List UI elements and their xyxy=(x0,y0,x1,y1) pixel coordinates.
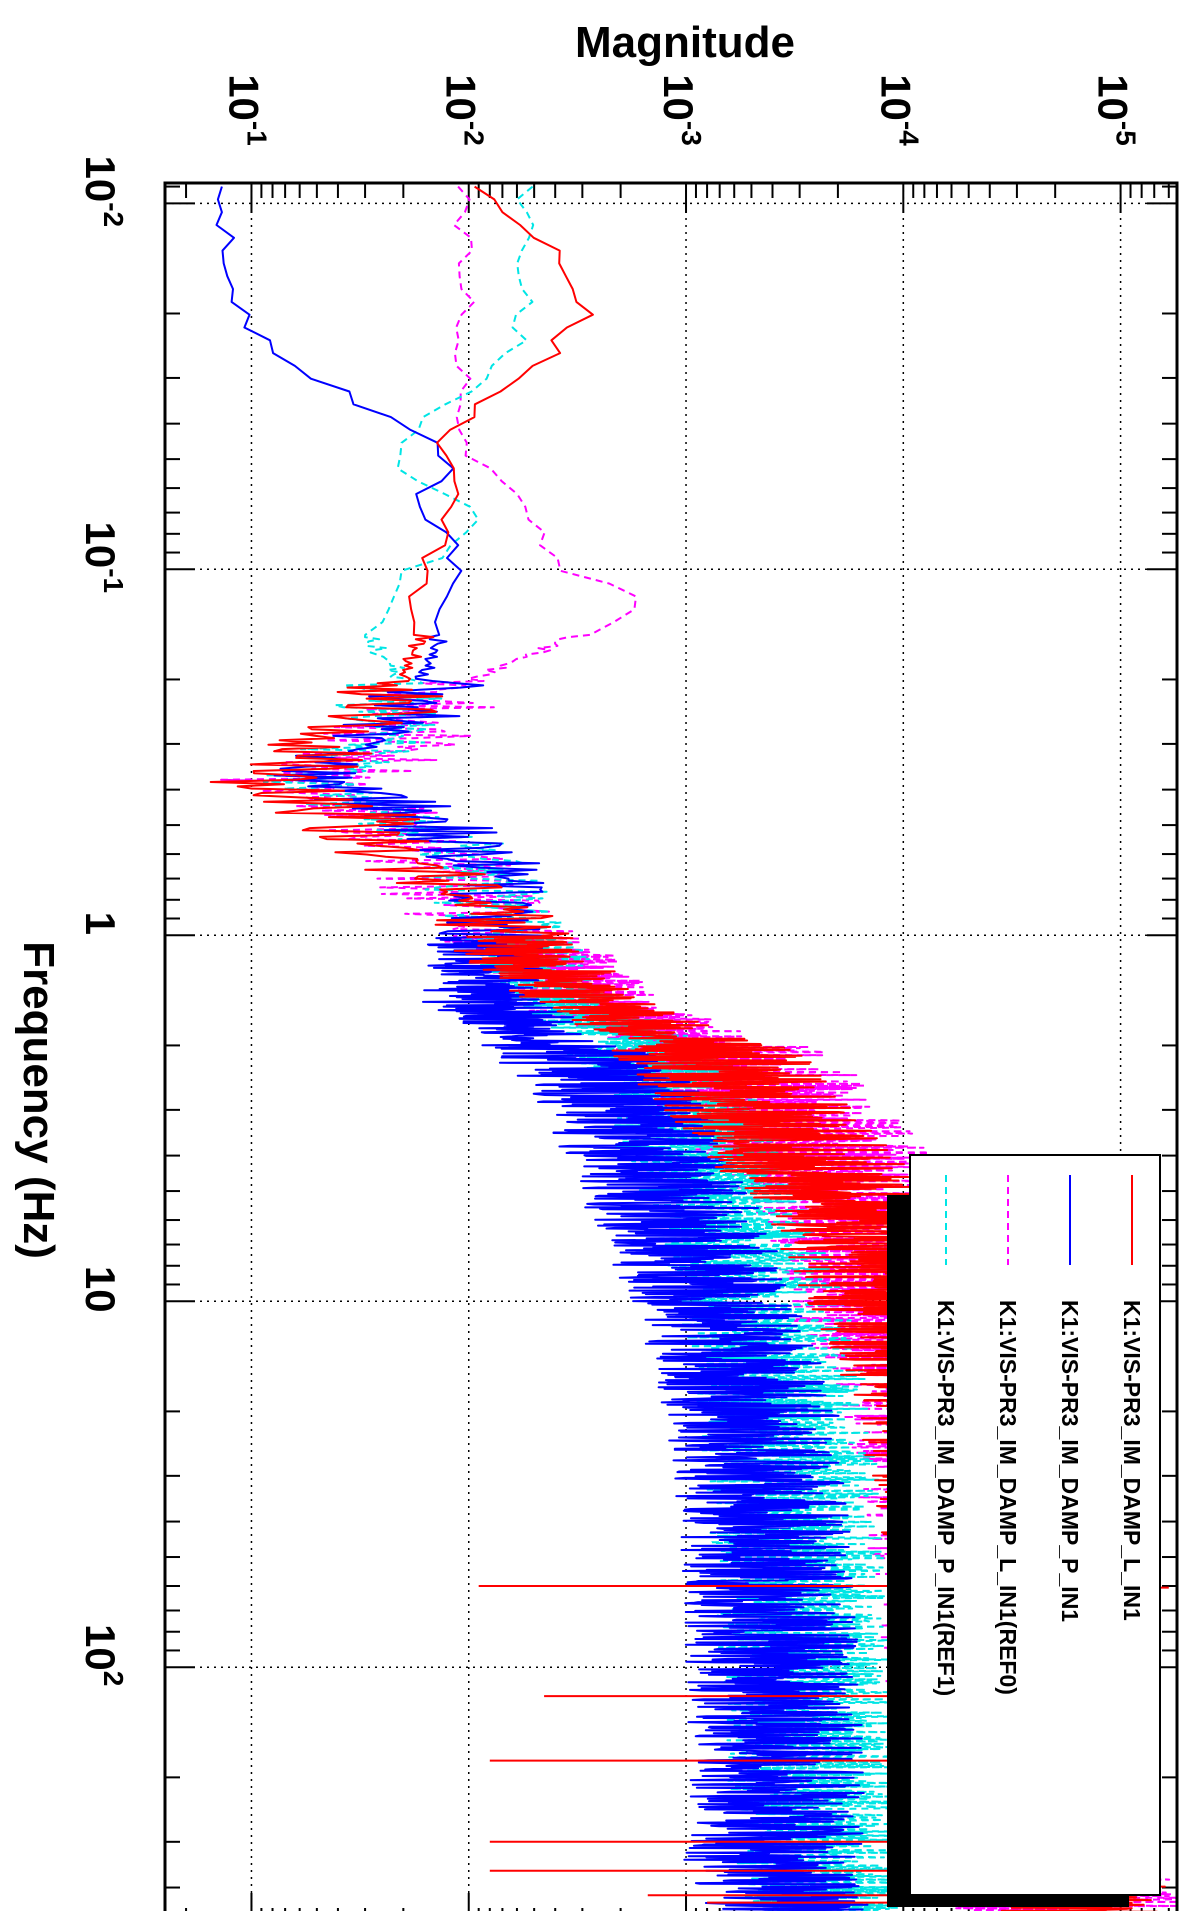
svg-text:10: 10 xyxy=(77,1266,124,1313)
y-tick-label-3: 10-2 xyxy=(438,74,490,146)
y-tick-label-1: 10-4 xyxy=(872,74,924,146)
x-tick-label-0: 10-2 xyxy=(77,156,129,228)
legend-label-0: K1:VIS-PR3_IM_DAMP_L_IN1 xyxy=(1119,1300,1145,1621)
y-tick-label-4: 10-1 xyxy=(220,74,272,146)
y-tick-labels: 10-5 10-4 10-3 10-2 10-1 xyxy=(220,74,1141,146)
legend-label-2: K1:VIS-PR3_IM_DAMP_L_IN1(REF0) xyxy=(995,1300,1021,1695)
series-line-1 xyxy=(215,186,869,1911)
plot-frame xyxy=(163,181,1179,1911)
x-tick-label-4: 102 xyxy=(77,1624,129,1686)
svg-text:10-4: 10-4 xyxy=(872,74,924,146)
x-tick-labels: 10-2 10-1 1 10 102 xyxy=(77,156,129,1687)
svg-text:10-3: 10-3 xyxy=(655,74,707,146)
x-axis-label: Frequency (Hz) xyxy=(14,941,63,1259)
legend: K1:VIS-PR3_IM_DAMP_L_IN1 K1:VIS-PR3_IM_DA… xyxy=(887,1154,1161,1907)
legend-box xyxy=(909,1154,1161,1896)
y-axis-label: Magnitude xyxy=(575,18,795,67)
y-tick-label-2: 10-3 xyxy=(655,74,707,146)
svg-text:10-1: 10-1 xyxy=(77,521,129,593)
svg-text:1: 1 xyxy=(77,912,124,935)
svg-text:102: 102 xyxy=(77,1624,129,1686)
legend-label-1: K1:VIS-PR3_IM_DAMP_P_IN1 xyxy=(1057,1300,1083,1622)
series-line-3 xyxy=(262,185,910,1911)
x-tick-label-1: 10-1 xyxy=(77,521,129,593)
svg-text:10-1: 10-1 xyxy=(220,74,272,146)
x-tick-label-3: 10 xyxy=(77,1266,124,1313)
x-tick-label-2: 1 xyxy=(77,912,124,935)
svg-text:10-2: 10-2 xyxy=(77,156,129,228)
legend-label-3: K1:VIS-PR3_IM_DAMP_P_IN1(REF1) xyxy=(933,1300,959,1696)
y-tick-label-0: 10-5 xyxy=(1090,74,1142,146)
svg-text:10-2: 10-2 xyxy=(438,74,490,146)
svg-text:10-5: 10-5 xyxy=(1090,74,1142,146)
